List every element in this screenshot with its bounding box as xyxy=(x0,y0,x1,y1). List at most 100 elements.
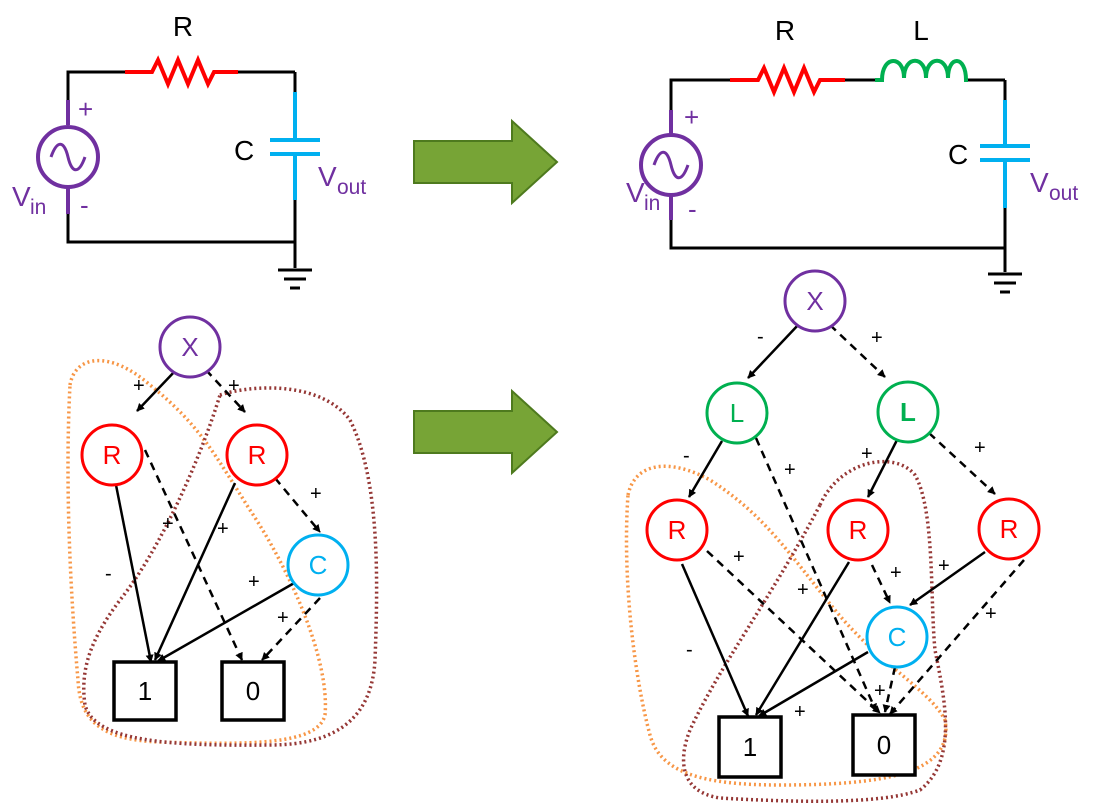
edge-label: + xyxy=(784,459,796,481)
bdd-edge xyxy=(909,550,986,607)
bdd-edge xyxy=(747,323,800,379)
svg-text:1: 1 xyxy=(138,676,152,706)
svg-text:R: R xyxy=(668,515,687,545)
svg-text:C: C xyxy=(309,550,328,580)
bdd-right-edge-labels: - + - + + + - + + + + + + + xyxy=(683,326,997,723)
edge-label: + xyxy=(871,327,883,349)
bdd-left: + + - + + + + + X R R C 1 xyxy=(66,315,379,747)
rlc-capacitor xyxy=(980,100,1030,208)
rlc-circuit: R L C V out + - V in xyxy=(626,15,1078,294)
bdd-right-terminal-1: 1 xyxy=(717,715,783,779)
rlc-inductor: L xyxy=(875,15,968,82)
bdd-edge xyxy=(706,550,881,714)
bdd-right-terminal-0: 0 xyxy=(851,713,917,777)
edge-label: + xyxy=(277,607,289,629)
svg-text:out: out xyxy=(1049,182,1078,205)
edge-label: + xyxy=(310,483,322,505)
rlc-vin-label: V xyxy=(626,177,645,208)
bdd-left-node-c: C xyxy=(286,533,350,597)
edge-label: + xyxy=(797,579,809,601)
rc-plus-sign: + xyxy=(78,94,93,124)
svg-text:R: R xyxy=(248,440,267,470)
svg-text:C: C xyxy=(888,622,907,652)
rc-capacitor xyxy=(270,92,320,200)
svg-text:V: V xyxy=(1030,167,1049,198)
edge-label: + xyxy=(890,562,902,584)
edge-label: + xyxy=(974,437,986,459)
bdd-left-node-r1: R xyxy=(80,423,144,487)
rlc-ground-icon xyxy=(988,272,1022,294)
rc-vout-label: V out xyxy=(318,161,366,199)
bdd-right-node-r1: R xyxy=(645,498,709,562)
rc-resistor-label: R xyxy=(173,11,193,42)
rlc-vout-label: V out xyxy=(1030,167,1078,205)
edge-label: - xyxy=(686,639,693,661)
rlc-wires xyxy=(669,78,1007,272)
transform-arrow-bottom xyxy=(413,388,559,476)
bdd-right-node-l2: L xyxy=(876,380,940,444)
svg-text:R: R xyxy=(1000,514,1019,544)
bdd-edge xyxy=(758,650,869,718)
edge-label: + xyxy=(248,571,260,593)
rc-circuit: R C V out + - V in xyxy=(12,11,366,290)
bdd-left-edge-labels: + + - + + + + + xyxy=(105,375,322,629)
bdd-right-node-r3: R xyxy=(977,497,1041,561)
svg-text:0: 0 xyxy=(877,730,891,760)
svg-text:out: out xyxy=(337,176,366,199)
rlc-voltage-source: + - V in xyxy=(626,102,703,224)
bdd-right-node-x: X xyxy=(783,269,847,333)
bdd-edge xyxy=(680,563,750,717)
edge-label: + xyxy=(162,513,174,535)
bdd-left-terminal-0: 0 xyxy=(220,660,286,722)
svg-text:X: X xyxy=(806,286,823,316)
rc-ground-icon xyxy=(278,268,312,290)
edge-label: + xyxy=(985,603,997,625)
edge-label: + xyxy=(861,443,873,465)
edge-label: - xyxy=(105,563,112,585)
edge-label: + xyxy=(938,555,950,577)
svg-text:V: V xyxy=(318,161,337,192)
edge-label: + xyxy=(794,701,806,723)
sine-wave-icon xyxy=(652,150,690,180)
edge-label: + xyxy=(133,375,145,397)
rlc-minus-sign: - xyxy=(688,194,697,224)
rc-capacitor-label: C xyxy=(234,135,254,166)
bdd-edge xyxy=(882,666,897,713)
bdd-edge xyxy=(274,477,321,533)
edge-label: + xyxy=(874,680,886,702)
bdd-left-terminal-1: 1 xyxy=(112,660,178,722)
svg-text:L: L xyxy=(900,397,916,427)
transform-arrow-top xyxy=(413,118,559,206)
rc-minus-sign: - xyxy=(80,190,89,220)
rc-vin-sub: in xyxy=(30,196,46,219)
edge-label: + xyxy=(228,375,240,397)
bdd-edge xyxy=(157,580,297,663)
bdd-edge xyxy=(687,440,724,498)
svg-text:X: X xyxy=(181,332,198,362)
bdd-right: - + - + + + - + + + + + + + X L L xyxy=(624,269,1041,803)
rc-voltage-source: + - V in xyxy=(12,94,100,220)
edge-label: + xyxy=(217,518,229,540)
bdd-edge xyxy=(136,369,177,412)
bdd-left-node-r2: R xyxy=(225,423,289,487)
svg-text:0: 0 xyxy=(246,676,260,706)
rc-resistor: R xyxy=(125,11,238,90)
bdd-edge xyxy=(143,449,244,661)
bdd-edge xyxy=(754,561,851,716)
rlc-capacitor-label: C xyxy=(948,139,968,170)
svg-text:1: 1 xyxy=(743,732,757,762)
svg-text:R: R xyxy=(849,515,868,545)
rc-vin-label: V xyxy=(12,181,31,212)
edge-label: + xyxy=(733,546,745,568)
bdd-edge xyxy=(205,369,246,413)
bdd-left-maroon-outline xyxy=(82,386,379,747)
rlc-inductor-label: L xyxy=(913,15,929,46)
bdd-left-edges xyxy=(114,369,321,663)
rlc-plus-sign: + xyxy=(684,102,699,132)
sine-wave-icon xyxy=(49,142,87,172)
rlc-resistor-label: R xyxy=(775,15,795,46)
bdd-edge xyxy=(114,484,154,663)
bdd-right-edges xyxy=(680,323,1025,718)
rc-wires xyxy=(66,70,297,268)
